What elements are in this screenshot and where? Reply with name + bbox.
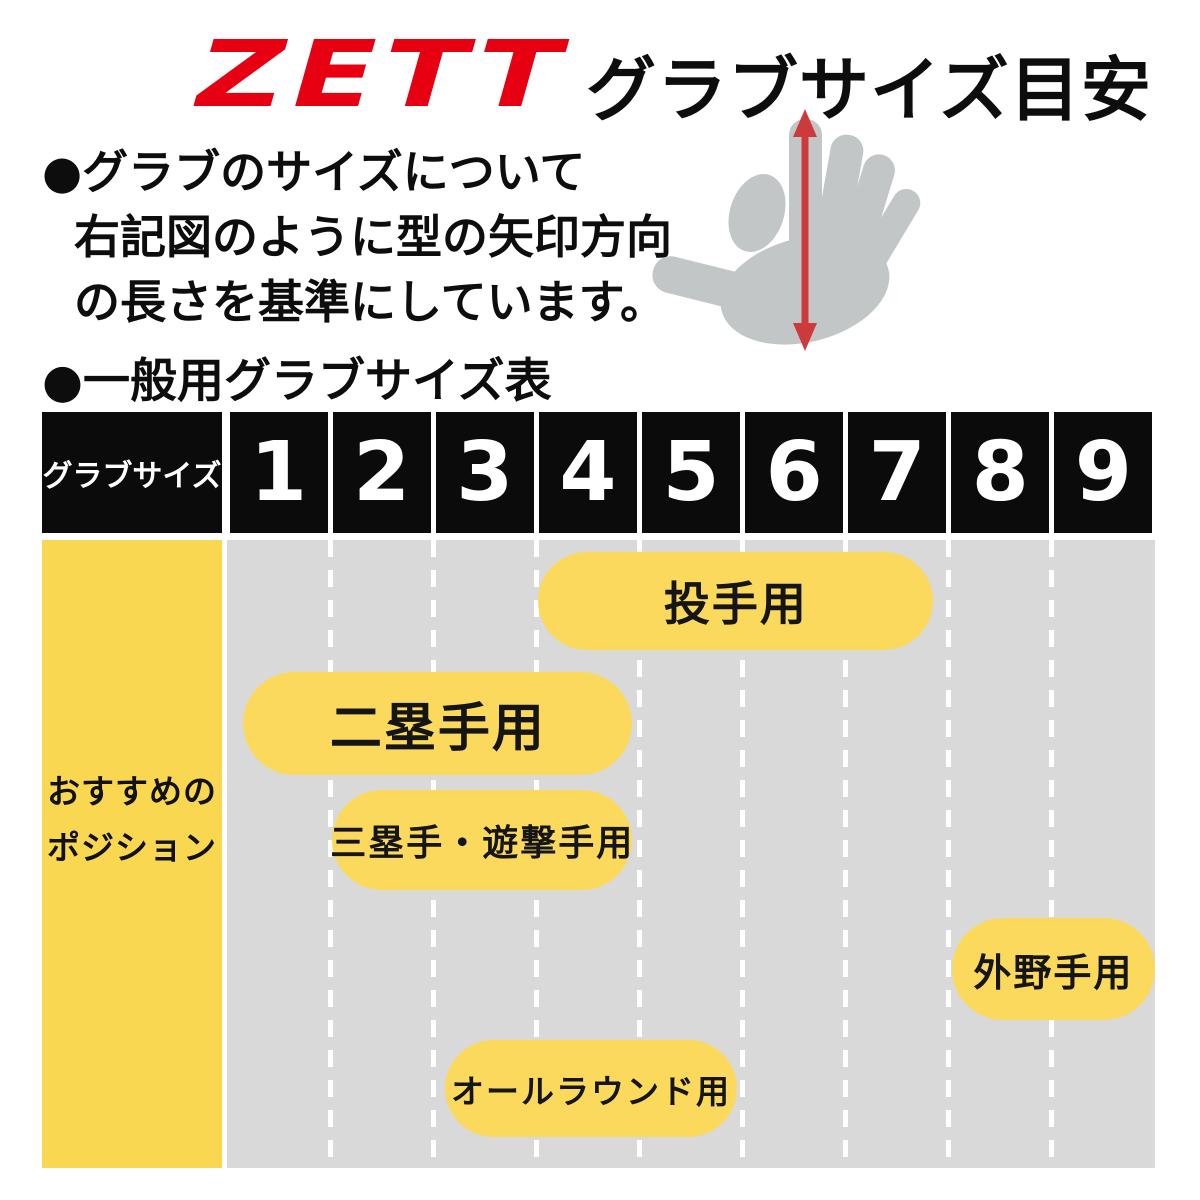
page-title: グラブサイズ目安 [586,49,1152,131]
row-label-line-2: ポジション [47,828,217,867]
hand-measurement-figure [652,109,921,351]
size-header-cell: 4 [538,412,637,533]
hand-icon [652,119,921,345]
grid-divider [1049,540,1055,1168]
about-line-3: の長さを基準にしています。 [74,275,667,329]
position-pill: 外野手用 [951,918,1155,1020]
grid-divider [843,540,849,1168]
size-grid: 投手用二塁手用三塁手・遊撃手用外野手用オールラウンド用 [227,540,1155,1168]
size-table-heading: ●一般用グラブサイズ表 [42,354,552,409]
position-pill: 三塁手・遊撃手用 [330,790,633,890]
row-label-line-1: おすすめの [47,771,217,811]
zett-logo: ZETT [182,26,578,118]
recommended-position-label: おすすめの ポジション [42,540,222,1168]
size-header-cell: 6 [745,412,844,533]
about-line-2: 右記図のように型の矢印方向 [74,210,672,264]
size-header-cell: 1 [229,412,328,533]
measure-arrow-icon [793,109,817,351]
size-header-cell: 3 [435,412,534,533]
grid-divider [946,540,952,1168]
size-header-cell: 7 [848,412,947,533]
size-header-cell: 2 [332,412,431,533]
grid-divider [636,540,642,1168]
size-header-cell: 5 [641,412,741,533]
position-pill: オールラウンド用 [444,1040,738,1137]
grid-divider [327,540,333,1168]
zett-logo-text: ZETT [182,26,578,118]
size-header-cell: 9 [1054,412,1153,533]
table-corner-cell: グラブサイズ [42,412,222,533]
position-pill: 投手用 [538,552,934,650]
position-pill: 二塁手用 [243,672,633,775]
grid-divider [740,540,746,1168]
about-line-1: ●グラブのサイズについて [42,145,586,199]
size-header-cell: 8 [951,412,1050,533]
